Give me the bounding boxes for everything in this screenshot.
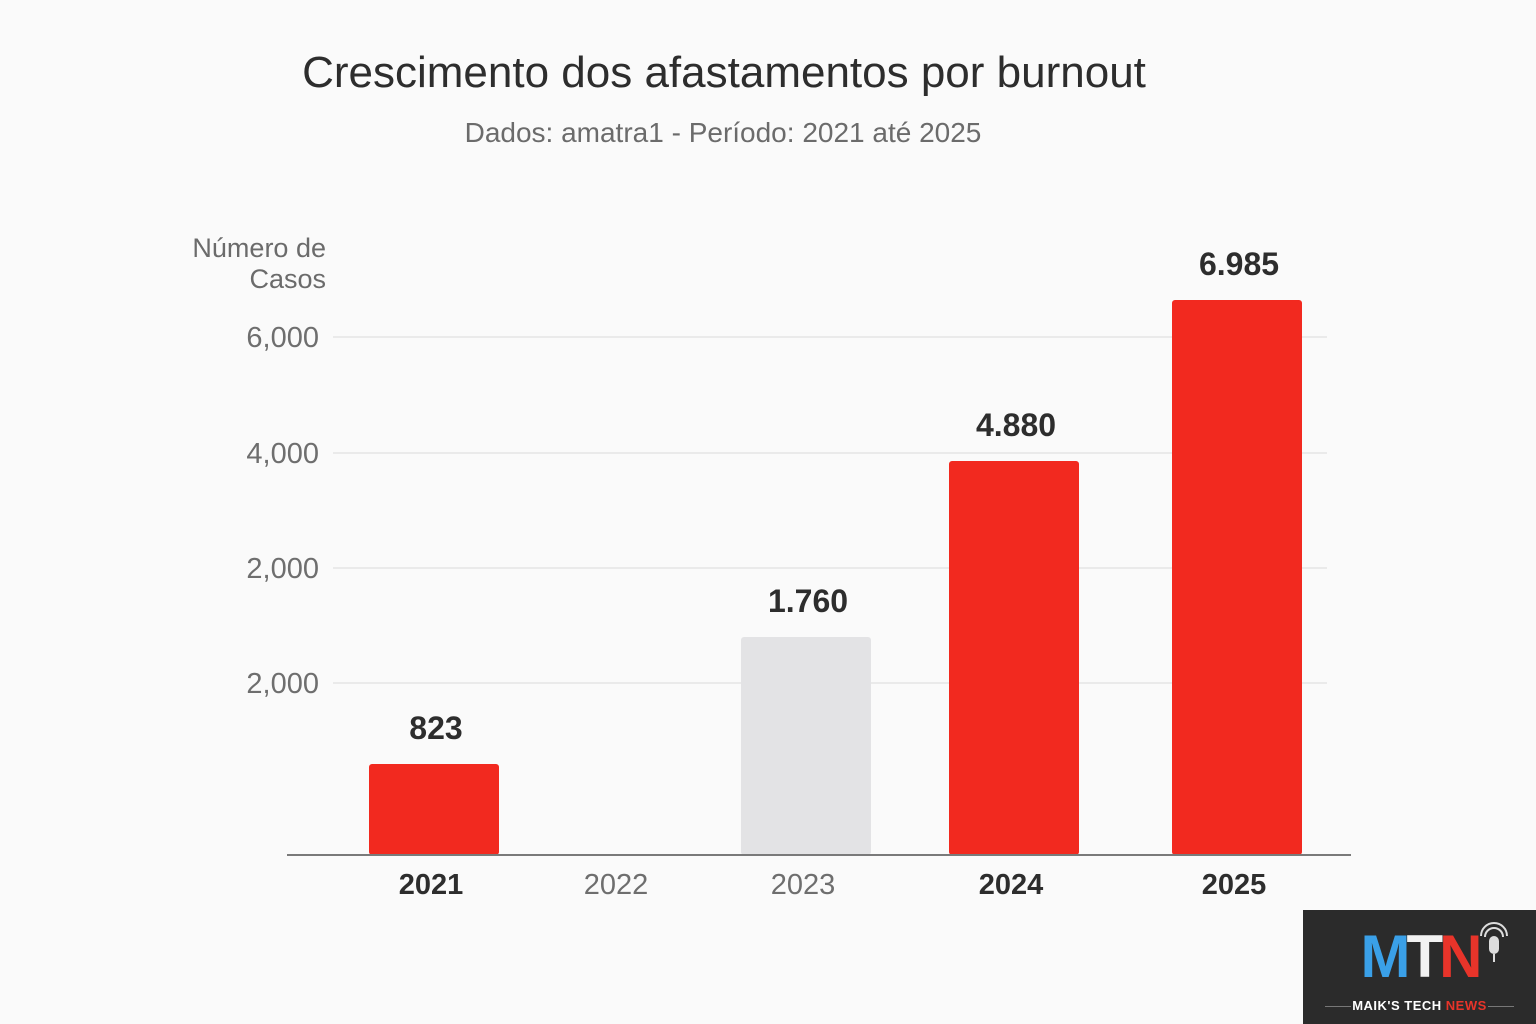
y-tick-label: 4,000 [246,438,319,470]
x-tick-label: 2022 [584,869,649,901]
value-label: 6.985 [1199,246,1279,282]
value-label: 4.880 [976,407,1056,443]
chart-title: Crescimento dos afastamentos por burnout [302,48,1146,97]
x-tick-label: 2025 [1202,869,1267,901]
y-axis-label: Número de Casos [192,233,326,294]
y-tick-label: 2,000 [246,668,319,700]
bar-2021 [369,764,499,855]
x-tick-label: 2023 [771,869,836,901]
logo-tagline: MAIK'S TECH NEWS [1303,998,1536,1013]
bar-2025 [1172,300,1302,855]
microphone-icon [1480,922,1508,962]
logo-tagline-accent: NEWS [1445,998,1487,1013]
bar-2024 [949,461,1079,855]
logo-letter-m: M [1360,923,1411,990]
logo-rule-left [1325,1006,1351,1007]
logo-letter-t: T [1406,923,1443,990]
logo-rule-right [1488,1006,1514,1007]
mtn-logo: MTN MAIK'S TECH NEWS [1303,910,1536,1024]
logo-mark: MTN [1303,922,1536,991]
logo-tagline-main: MAIK'S TECH [1352,998,1446,1013]
y-tick-label: 6,000 [246,322,319,354]
bar-2023 [741,637,871,855]
logo-letter-n: N [1439,923,1482,990]
x-tick-label: 2024 [979,869,1044,901]
chart-subtitle: Dados: amatra1 - Período: 2021 até 2025 [464,117,982,148]
value-label: 823 [409,710,462,746]
x-tick-label: 2021 [399,869,464,901]
y-tick-label: 2,000 [246,553,319,585]
value-label: 1.760 [768,583,848,619]
